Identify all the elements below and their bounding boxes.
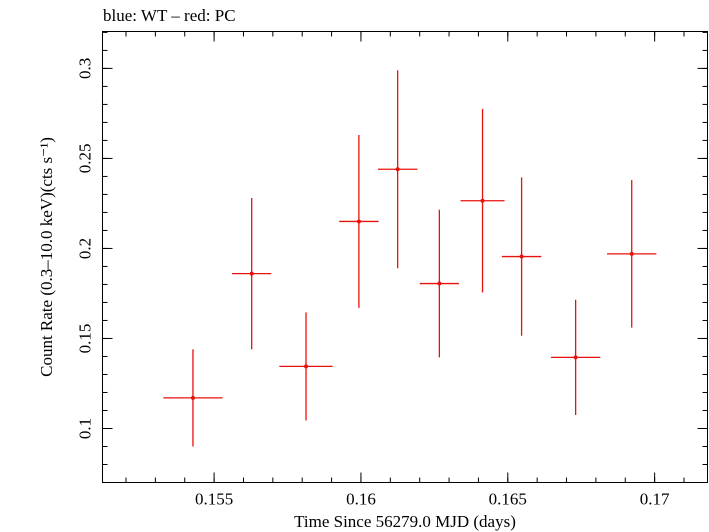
point-marker (190, 395, 195, 400)
data-point (377, 70, 418, 269)
data-point (339, 135, 379, 308)
point-marker (304, 364, 309, 369)
axis-ticks (102, 31, 708, 483)
point-marker (395, 167, 400, 172)
y-tick-label: 0.25 (76, 144, 95, 174)
data-point (279, 312, 333, 421)
data-points (163, 70, 657, 447)
point-marker (629, 251, 634, 256)
chart-title: blue: WT – red: PC (103, 6, 236, 25)
plot-frame (102, 31, 708, 483)
data-point (460, 108, 505, 293)
x-tick-label: 0.17 (640, 490, 670, 509)
x-tick-label: 0.16 (346, 490, 376, 509)
x-axis-label: Time Since 56279.0 MJD (days) (294, 512, 516, 531)
data-point (550, 299, 601, 415)
point-marker (249, 271, 254, 276)
data-point (501, 177, 542, 336)
data-point (232, 198, 272, 350)
x-tick-label: 0.165 (489, 490, 527, 509)
data-point (163, 349, 223, 447)
y-tick-label: 0.1 (76, 418, 95, 439)
axis-tick-labels: 0.155 0.16 0.165 0.17 0.1 0.15 0.2 0.25 0.3 (76, 58, 671, 509)
y-tick-label: 0.15 (76, 324, 95, 354)
point-marker (356, 219, 361, 224)
x-tick-label: 0.155 (195, 490, 233, 509)
y-axis-label: Count Rate (0.3–10.0 keV)(cts s⁻¹) (37, 137, 56, 377)
data-point (419, 209, 460, 358)
data-point (607, 180, 657, 328)
point-marker (437, 281, 442, 286)
y-tick-label: 0.3 (76, 58, 95, 79)
point-marker (573, 355, 578, 360)
point-marker (480, 198, 485, 203)
point-marker (519, 254, 524, 259)
y-tick-label: 0.2 (76, 238, 95, 259)
